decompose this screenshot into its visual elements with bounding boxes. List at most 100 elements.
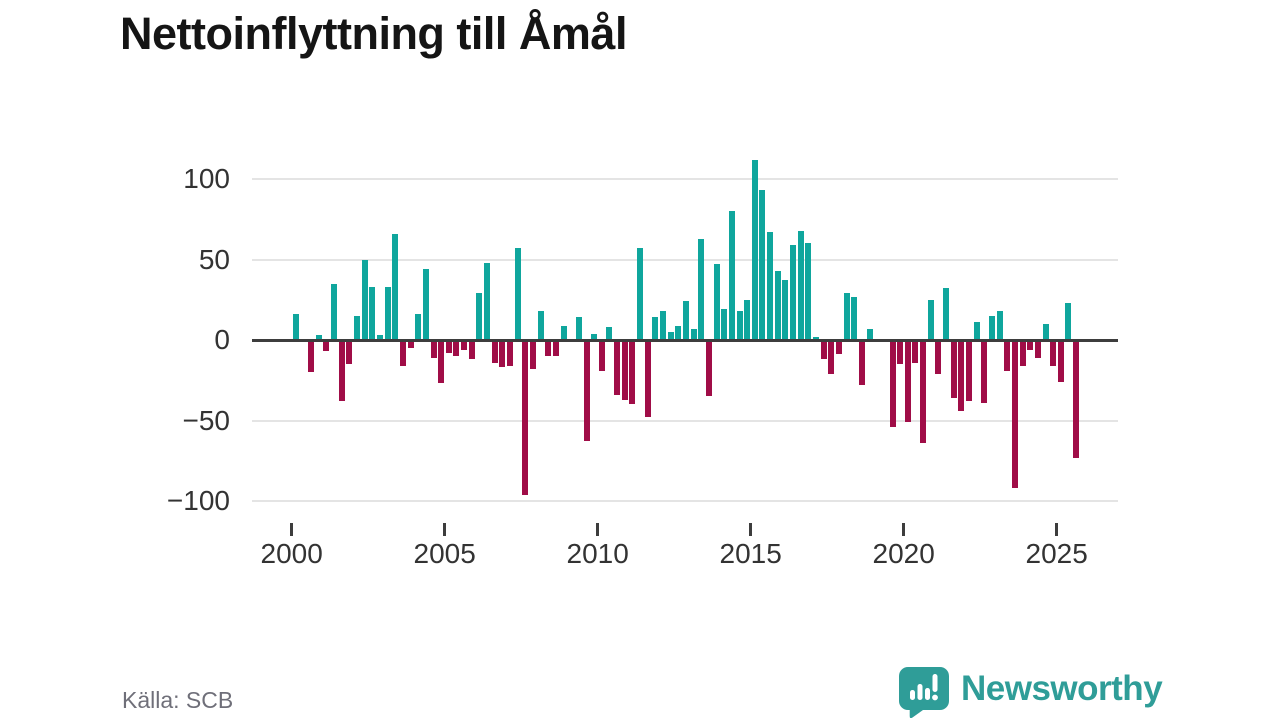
bar — [621, 340, 628, 400]
bar — [484, 262, 491, 340]
bar — [583, 340, 590, 442]
plot-area — [252, 150, 1118, 536]
bar — [575, 317, 582, 340]
x-tick — [290, 523, 294, 536]
bar — [728, 211, 735, 340]
y-tick-label: −50 — [182, 404, 231, 436]
bar — [759, 190, 766, 340]
bar — [1057, 340, 1064, 382]
bar — [346, 340, 353, 365]
bar — [652, 317, 659, 340]
bar — [920, 340, 927, 444]
x-tick — [596, 523, 600, 536]
y-tick-label: −100 — [166, 485, 230, 516]
bar — [935, 340, 942, 374]
bar — [713, 264, 720, 340]
bar — [491, 340, 498, 363]
bar — [667, 331, 674, 340]
bar — [1073, 340, 1080, 458]
bar — [354, 315, 360, 340]
bar — [331, 283, 338, 340]
bar — [323, 340, 330, 352]
bar — [430, 340, 437, 358]
bar — [1065, 302, 1072, 340]
bar — [897, 340, 904, 365]
bar — [682, 301, 689, 340]
gridline — [252, 178, 1118, 180]
bar — [690, 328, 697, 340]
bar — [774, 270, 781, 340]
bar — [813, 336, 819, 340]
bar — [292, 314, 299, 340]
bar — [407, 340, 414, 349]
newsworthy-logo: Newsworthy — [897, 666, 1163, 718]
bar — [851, 296, 858, 340]
bar — [522, 340, 529, 495]
bar — [973, 322, 980, 340]
bar — [514, 248, 521, 340]
bar — [384, 286, 391, 340]
bar — [1050, 340, 1057, 366]
bar — [805, 243, 812, 340]
gridline — [252, 258, 1118, 261]
source-label: Källa: SCB — [122, 687, 234, 713]
bar — [338, 340, 345, 402]
bar — [736, 311, 743, 340]
bar — [507, 340, 513, 366]
bar — [698, 238, 705, 340]
bar — [675, 325, 682, 340]
bar — [468, 340, 475, 360]
bar — [835, 340, 842, 355]
bar — [606, 327, 613, 340]
bar — [1004, 340, 1011, 371]
bar — [904, 340, 911, 423]
x-tick — [749, 523, 753, 536]
bar — [943, 288, 950, 340]
bar — [422, 269, 429, 340]
bar — [843, 293, 850, 340]
bar — [637, 248, 644, 340]
bar — [820, 340, 827, 360]
bar — [399, 340, 406, 366]
bar — [614, 340, 621, 395]
x-tick — [902, 523, 906, 536]
bar — [1019, 340, 1026, 366]
bar — [950, 340, 957, 398]
bar — [644, 340, 651, 418]
bar — [552, 340, 559, 357]
x-tick-label: 2020 — [872, 538, 935, 569]
x-tick-label: 2005 — [413, 538, 476, 569]
bar — [721, 309, 728, 340]
bar — [1011, 340, 1018, 489]
bar — [996, 311, 1003, 340]
bar — [445, 340, 452, 353]
gridline — [252, 500, 1118, 502]
x-tick-label: 2010 — [566, 538, 629, 569]
bar — [369, 286, 376, 340]
bar — [453, 340, 460, 357]
bar — [499, 340, 506, 368]
bar — [545, 340, 552, 357]
bar — [782, 280, 789, 340]
newsworthy-wordmark: Newsworthy — [961, 669, 1163, 708]
x-tick — [1055, 523, 1059, 536]
bar — [376, 335, 383, 340]
bar — [751, 159, 758, 340]
newsworthy-bubble-chart-icon — [899, 667, 949, 718]
bar — [315, 335, 322, 340]
bar — [361, 259, 368, 340]
bar — [981, 340, 988, 403]
bar — [591, 333, 598, 340]
gridline — [252, 419, 1118, 422]
bar — [912, 340, 919, 363]
bar — [537, 311, 544, 340]
bar — [308, 340, 315, 373]
bar — [966, 340, 972, 402]
bar — [1027, 340, 1034, 350]
bar — [767, 232, 774, 340]
x-tick-label: 2015 — [719, 538, 782, 569]
bar — [958, 340, 965, 411]
bar — [392, 233, 399, 340]
bar — [629, 340, 636, 405]
